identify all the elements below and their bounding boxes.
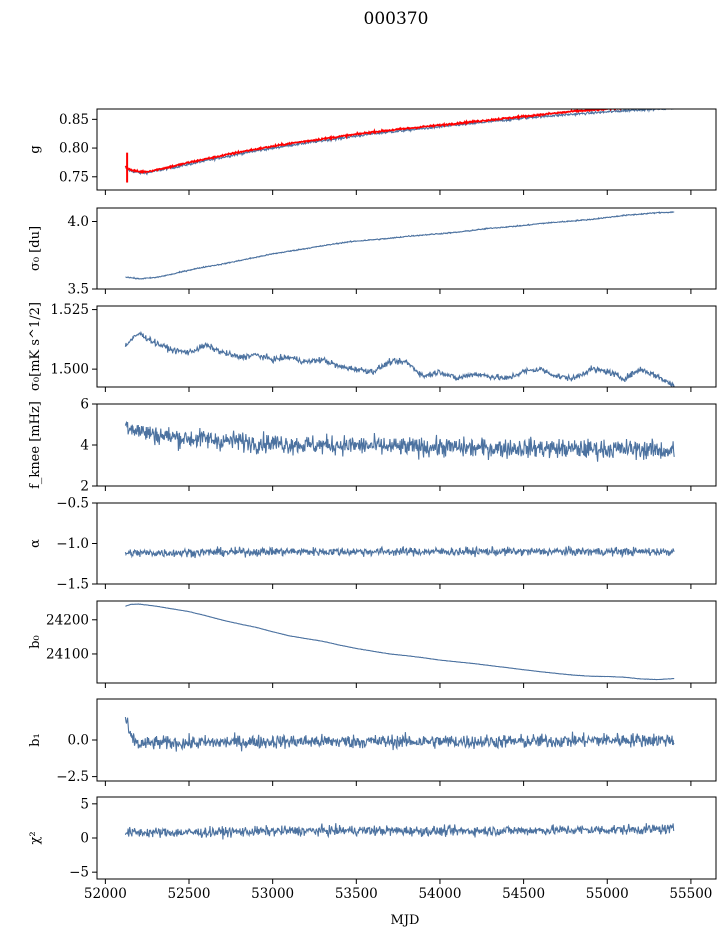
y-tick-label: 4 — [80, 438, 89, 454]
plot-area — [124, 545, 675, 559]
axes-frame — [96, 796, 717, 880]
y-tick-label: 6 — [80, 397, 89, 413]
y-tick-label: 1.500 — [50, 362, 89, 378]
panel-5: −1.5 −1.0 −0.5 α — [28, 496, 717, 593]
x-axis-label: MJD — [391, 913, 420, 928]
series-line-1 — [125, 603, 675, 681]
series-line-1 — [124, 420, 675, 462]
y-tick-label: −1.0 — [56, 536, 89, 552]
series-line-1 — [124, 823, 675, 840]
axes-frame — [96, 502, 717, 585]
plot-area — [124, 420, 675, 462]
y-tick-label: 2 — [80, 479, 89, 495]
panel-1: 0.75 0.80 0.85 g — [28, 108, 717, 195]
y-tick-label: 5 — [80, 796, 89, 812]
plot-area — [124, 330, 675, 387]
x-tick-label: 52000 — [84, 886, 127, 902]
y-tick-label: 0.80 — [59, 141, 89, 157]
plot-area — [125, 210, 675, 280]
x-tick-label: 52500 — [168, 886, 211, 902]
x-tick-label: 53500 — [335, 886, 378, 902]
series-line-2 — [124, 109, 623, 175]
x-tick-label: 54500 — [502, 886, 545, 902]
y-tick-label: 24100 — [46, 646, 89, 662]
y-tick-label: 0.0 — [68, 733, 89, 749]
y-tick-label: −5 — [69, 865, 89, 881]
panel-3: 1.500 1.525 σ₀[mK s^1/2] — [28, 302, 717, 392]
y-axis-label: σ₀ [du] — [28, 226, 43, 271]
y-tick-label: 0.85 — [59, 112, 89, 128]
y-axis-label: g — [28, 145, 43, 153]
y-tick-label: 4.0 — [68, 214, 89, 230]
axes-frame — [96, 108, 717, 191]
y-axis-label: b₁ — [28, 733, 43, 747]
series-line-1 — [125, 109, 675, 176]
y-axis-label: χ² — [28, 831, 43, 844]
y-tick-label: −2.5 — [56, 769, 89, 785]
y-axis-label: f_knee [mHz] — [28, 401, 43, 489]
axes-frame — [96, 305, 717, 388]
series-line-1 — [124, 330, 675, 387]
y-tick-label: 0 — [80, 831, 89, 847]
y-axis-label: σ₀[mK s^1/2] — [28, 302, 43, 391]
plot-area — [124, 717, 675, 752]
y-tick-label: −1.5 — [56, 577, 89, 593]
x-tick-label: 54000 — [418, 886, 461, 902]
axes-frame — [96, 207, 717, 290]
plot-area — [125, 603, 675, 681]
panels: 0.75 0.80 0.85 g 3.5 4.0 σ₀ [du] 1.500 1.525 σ₀[m… — [28, 108, 717, 884]
y-axis-label: α — [28, 539, 43, 548]
y-tick-label: 3.5 — [68, 282, 89, 298]
y-tick-label: −0.5 — [56, 496, 89, 512]
panel-2: 3.5 4.0 σ₀ [du] — [28, 207, 717, 298]
series-line-1 — [124, 545, 675, 559]
y-tick-label: 24200 — [46, 612, 89, 628]
x-axis-ticks: 52000 52500 53000 53500 54000 54500 55000 55500 — [84, 886, 712, 902]
y-axis-label: b₀ — [28, 635, 43, 649]
x-tick-label: 53000 — [251, 886, 294, 902]
figure-title: 000370 — [364, 9, 429, 29]
y-tick-label: 1.525 — [50, 302, 89, 318]
panel-8: −5 0 5 χ² — [28, 796, 717, 884]
x-tick-label: 55000 — [586, 886, 629, 902]
plot-area — [124, 823, 675, 840]
axes-frame — [96, 600, 717, 684]
series-line-1 — [124, 717, 675, 752]
series-line-1 — [125, 210, 675, 280]
x-tick-label: 55500 — [669, 886, 712, 902]
y-tick-label: 0.75 — [59, 169, 89, 185]
panel-7: −2.5 0.0 b₁ — [28, 698, 717, 786]
plot-area — [124, 109, 675, 183]
panel-4: 2 4 6 f_knee [mHz] — [28, 397, 717, 495]
